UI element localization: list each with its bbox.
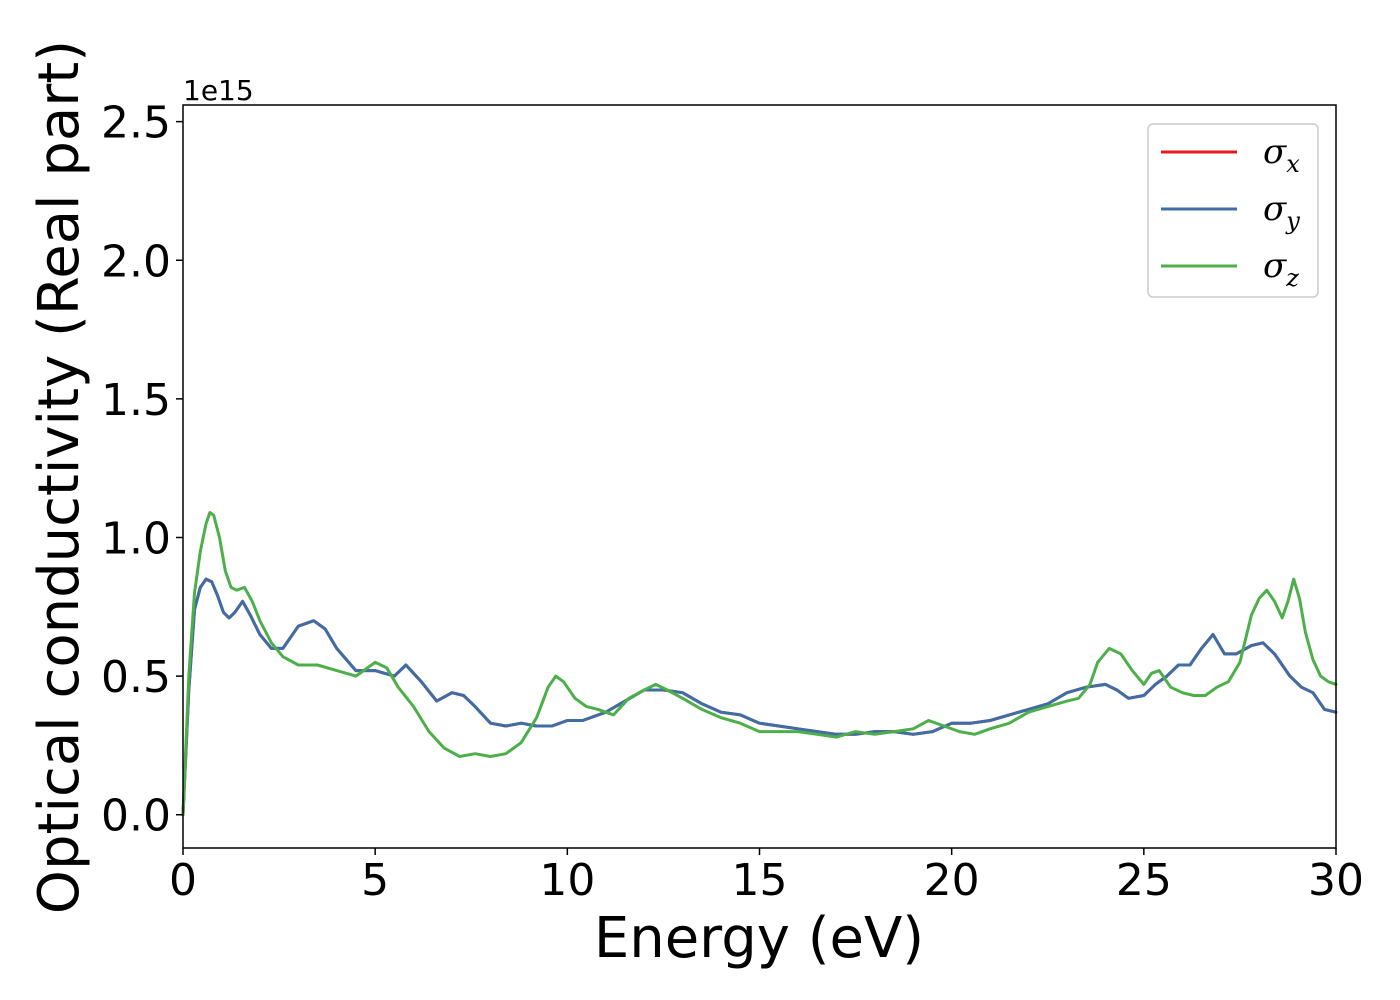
y-tick-label: 2.0 [101,236,171,287]
x-tick-label: 15 [732,855,788,906]
y-axis-label: Optical conductivity (Real part) [27,40,92,914]
y-tick-label: 2.5 [101,98,171,149]
x-axis-label: Energy (eV) [594,906,924,971]
x-tick-label: 0 [169,855,197,906]
y-tick-label: 0.5 [101,652,171,703]
series-line-z [181,511,1338,817]
y-tick-label: 1.5 [101,375,171,426]
x-tick-label: 10 [539,855,595,906]
x-tick-label: 5 [361,855,389,906]
x-tick-label: 20 [924,855,980,906]
x-tick-label: 25 [1116,855,1172,906]
y-tick-label: 1.0 [101,513,171,564]
y-offset-label: 1e15 [183,74,254,107]
series-layer [181,511,1338,817]
x-axis-ticks: 0 5 10 15 20 25 30 [169,848,1364,906]
y-tick-label: 0.0 [101,791,171,842]
y-axis-ticks: 0.0 0.5 1.0 1.5 2.0 2.5 [101,98,183,842]
x-tick-label: 30 [1308,855,1364,906]
